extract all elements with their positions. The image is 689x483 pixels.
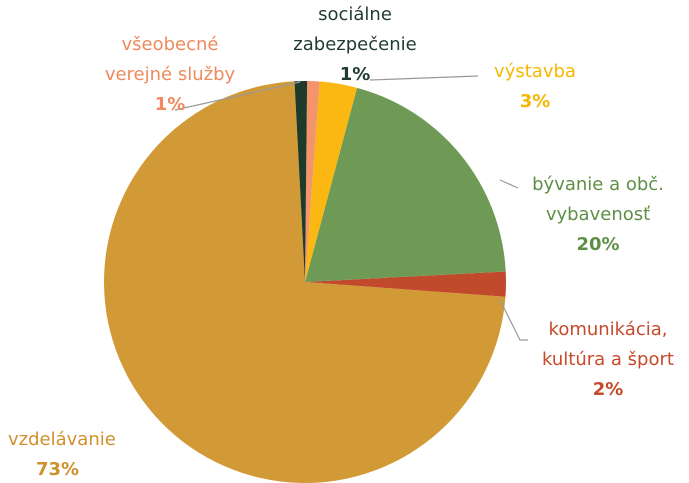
pie-slice (305, 87, 506, 282)
category-name: komunikácia, kultúra a šport (542, 319, 674, 370)
value-label: 20% (576, 234, 620, 255)
leader-line (499, 299, 528, 341)
category-name: vzdelávanie (8, 429, 116, 450)
leader-line (369, 75, 479, 81)
slice-label: komunikácia, kultúra a šport 2% (522, 315, 689, 405)
leader-line (174, 81, 301, 111)
category-name: výstavba (494, 61, 576, 82)
category-name: všeobecné verejné služby (104, 34, 236, 85)
category-name: bývanie a obč. vybavenosť (532, 174, 664, 225)
value-label: 3% (519, 91, 551, 112)
leader-line (499, 179, 519, 189)
value-label: 1% (154, 94, 186, 115)
pie-slice (305, 271, 506, 297)
pie-slice (305, 81, 320, 283)
value-label: 2% (592, 379, 624, 400)
pie-slice (294, 81, 308, 283)
slice-label: vzdelávanie 73% (0, 425, 116, 483)
slice-label: sociálne zabezpečenie 1% (285, 0, 425, 90)
pie-slice (104, 81, 506, 483)
slice-label: výstavba 3% (470, 57, 600, 117)
slice-label: bývanie a obč. vybavenosť 20% (512, 170, 684, 260)
leader-lines (174, 75, 528, 341)
value-label: 73% (36, 459, 80, 480)
category-name: sociálne zabezpečenie (293, 4, 417, 55)
value-label: 1% (339, 64, 371, 85)
pie-slice (305, 81, 358, 282)
slice-label: všeobecné verejné služby 1% (95, 30, 245, 120)
